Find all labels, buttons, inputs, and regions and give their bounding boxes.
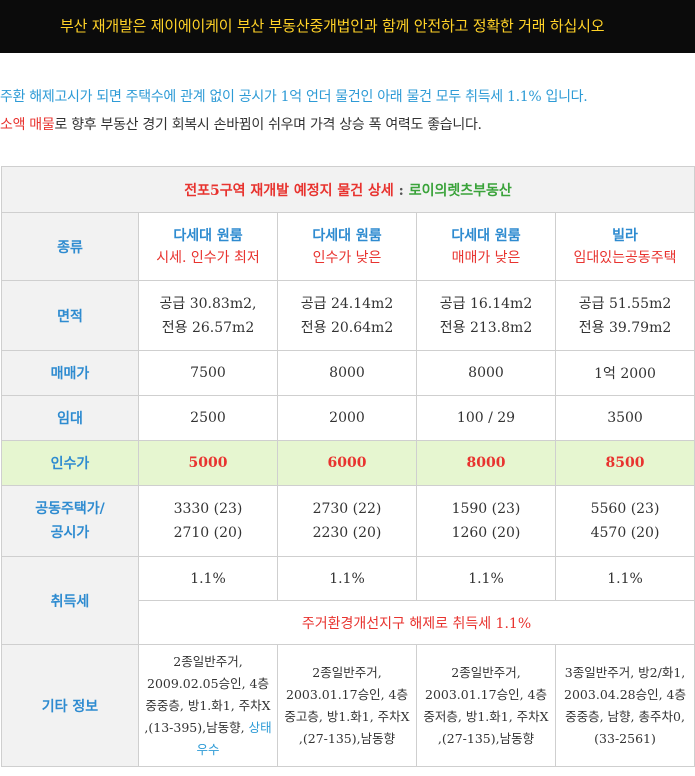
table-row-public-price: 공동주택가/공시가 3330 (23) 2710 (20) 2730 (22) 22… [1, 485, 695, 557]
area-exclusive: 전용 26.57m2 [161, 319, 255, 336]
etc-cell: 2종일반주거, 2003.01.17승인, 4층 중고층, 방1.화1, 주차X… [277, 644, 417, 767]
type-note: 임대있는공동주택 [573, 249, 677, 266]
table-row-sale: 매매가 7500 8000 8000 1억 2000 [1, 350, 695, 396]
type-name: 다세대 원룸 [173, 227, 243, 244]
intro-highlight: 소액 매물 [0, 117, 55, 133]
public-price-23: 5560 (23) [590, 501, 660, 517]
table-row-area: 면적 공급 30.83m2, 전용 26.57m2 공급 24.14m2 전용 20… [1, 280, 695, 351]
lease-cell: 100 / 29 [416, 395, 556, 441]
etc-cell: 2종일반주거, 2003.01.17승인, 4층 중저층, 방1.화1, 주차X… [416, 644, 556, 767]
public-price-23: 2730 (22) [312, 501, 382, 517]
row-label-area: 면적 [1, 280, 139, 351]
row-label-takeover: 인수가 [1, 440, 139, 486]
public-price-20: 2230 (20) [312, 525, 382, 541]
row-label-lease: 임대 [1, 395, 139, 441]
area-exclusive: 전용 213.8m2 [439, 319, 533, 336]
public-price-23: 1590 (23) [451, 501, 521, 517]
intro-line-2: 소액 매물로 향후 부동산 경기 회복시 손바뀜이 쉬우며 가격 상승 폭 여력… [0, 114, 695, 134]
table-row-lease: 임대 2500 2000 100 / 29 3500 [1, 395, 695, 441]
area-exclusive: 전용 20.64m2 [300, 319, 394, 336]
takeover-cell: 6000 [277, 440, 417, 486]
area-supply: 공급 24.14m2 [300, 295, 394, 312]
type-name: 다세대 원룸 [451, 227, 521, 244]
top-banner: 부산 재개발은 제이에이케이 부산 부동산중개법인과 함께 안전하고 정확한 거… [0, 0, 695, 53]
public-price-cell: 3330 (23) 2710 (20) [138, 485, 278, 557]
intro-line-2-text: 로 향후 부동산 경기 회복시 손바뀜이 쉬우며 가격 상승 폭 여력도 좋습니… [54, 117, 482, 133]
acq-tax-cell: 1.1% [416, 556, 556, 601]
table-row-takeover: 인수가 5000 6000 8000 8500 [1, 440, 695, 486]
sale-cell: 7500 [138, 350, 278, 396]
row-label-type: 종류 [1, 212, 139, 281]
etc-text: 3종일반주거, 방2/화1, 2003.04.28승인, 4층중중층, 남향, … [564, 664, 687, 746]
public-price-20: 2710 (20) [173, 525, 243, 541]
table-title-row: 전포5구역 재개발 예정지 물건 상세 : 로이의렛츠부동산 [0, 166, 695, 213]
type-note: 인수가 낮은 [312, 249, 382, 266]
type-name: 빌라 [612, 227, 638, 244]
acq-tax-cell: 1.1% [277, 556, 417, 601]
etc-cell: 2종일반주거, 2009.02.05승인, 4층중중층, 방1.화1, 주차X … [138, 644, 278, 767]
table-row-acq-tax: 취득세 1.1% 1.1% 1.1% 1.1% [1, 556, 695, 645]
area-supply: 공급 51.55m2 [578, 295, 672, 312]
takeover-cell: 5000 [138, 440, 278, 486]
public-price-cell: 1590 (23) 1260 (20) [416, 485, 556, 557]
table-title-main: 전포5구역 재개발 예정지 물건 상세 [184, 182, 394, 199]
lease-cell: 2500 [138, 395, 278, 441]
etc-highlight: 상태 우수 [196, 719, 272, 757]
sale-cell: 8000 [277, 350, 417, 396]
public-price-cell: 5560 (23) 4570 (20) [554, 485, 695, 557]
table-row-etc: 기타 정보 2종일반주거, 2009.02.05승인, 4층중중층, 방1.화1… [1, 644, 695, 767]
etc-text: 2종일반주거, 2003.01.17승인, 4층 중저층, 방1.화1, 주차X… [423, 664, 549, 746]
lease-cell: 3500 [554, 395, 695, 441]
type-note: 시세. 인수가 최저 [156, 249, 260, 266]
listing-table: 전포5구역 재개발 예정지 물건 상세 : 로이의렛츠부동산 종류 다세대 원룸… [0, 166, 695, 767]
table-title-agency: 로이의렛츠부동산 [408, 182, 512, 199]
area-cell: 공급 30.83m2, 전용 26.57m2 [138, 280, 278, 351]
type-note: 매매가 낮은 [451, 249, 521, 266]
table-row-acq-tax-note: 주거환경개선지구 해제로 취득세 1.1% [2, 600, 695, 645]
table-title: 전포5구역 재개발 예정지 물건 상세 : 로이의렛츠부동산 [0, 166, 695, 213]
area-cell: 공급 16.14m2 전용 213.8m2 [416, 280, 556, 351]
public-price-20: 1260 (20) [451, 525, 521, 541]
public-price-cell: 2730 (22) 2230 (20) [277, 485, 417, 557]
acq-tax-note: 주거환경개선지구 해제로 취득세 1.1% [137, 600, 695, 645]
area-cell: 공급 51.55m2 전용 39.79m2 [554, 280, 695, 351]
public-price-20: 4570 (20) [590, 525, 660, 541]
row-label-acq-tax: 취득세 [1, 556, 139, 645]
row-label-sale: 매매가 [1, 350, 139, 396]
etc-text: 2종일반주거, 2003.01.17승인, 4층 중고층, 방1.화1, 주차X… [284, 664, 410, 746]
row-label-public-price-1: 공동주택가/ [35, 501, 105, 517]
acq-tax-cell: 1.1% [138, 556, 278, 601]
lease-cell: 2000 [277, 395, 417, 441]
area-supply: 공급 30.83m2, [159, 295, 257, 312]
acq-tax-cell: 1.1% [554, 556, 695, 601]
sale-cell: 8000 [416, 350, 556, 396]
table-title-sep: : [393, 182, 409, 199]
takeover-cell: 8000 [416, 440, 556, 486]
public-price-23: 3330 (23) [173, 501, 243, 517]
sale-cell: 1억 2000 [554, 350, 695, 396]
etc-text: 2종일반주거, 2009.02.05승인, 4층중중층, 방1.화1, 주차X … [144, 653, 271, 735]
takeover-cell: 8500 [554, 440, 695, 486]
type-name: 다세대 원룸 [312, 227, 382, 244]
row-label-public-price: 공동주택가/공시가 [1, 485, 139, 557]
area-supply: 공급 16.14m2 [439, 295, 533, 312]
row-label-public-price-2: 공시가 [50, 525, 90, 541]
etc-cell: 3종일반주거, 방2/화1, 2003.04.28승인, 4층중중층, 남향, … [554, 644, 695, 767]
row-label-etc: 기타 정보 [1, 644, 139, 767]
area-exclusive: 전용 39.79m2 [578, 319, 672, 336]
intro-line-1: 주환 해제고시가 되면 주택수에 관계 없이 공시가 1억 언더 물건인 아래 … [0, 89, 588, 105]
area-cell: 공급 24.14m2 전용 20.64m2 [277, 280, 417, 351]
